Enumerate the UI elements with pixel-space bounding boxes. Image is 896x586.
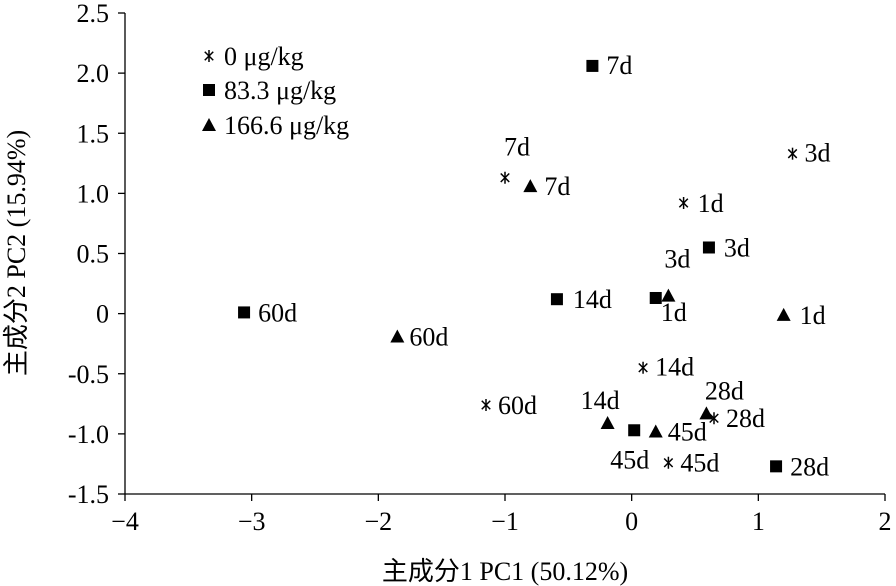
y-axis-title: 主成分2 PC2 (15.94%) <box>2 130 31 376</box>
asterisk-point <box>500 171 510 184</box>
data-points <box>238 59 798 473</box>
y-tick-label: 0.5 <box>77 240 110 269</box>
y-tick-label: 0 <box>96 300 109 329</box>
legend-label: 0 μg/kg <box>224 42 304 71</box>
triangle-point <box>699 406 714 420</box>
point-label: 28d <box>726 404 765 433</box>
legend-marker-square <box>203 84 215 96</box>
y-tick-label: 2.5 <box>77 0 110 28</box>
asterisk-point <box>638 361 648 374</box>
point-label: 14d <box>573 285 612 314</box>
point-label: 60d <box>409 322 448 351</box>
asterisk-point <box>663 456 674 469</box>
point-label: 3d <box>805 139 831 168</box>
triangle-point <box>600 416 615 430</box>
triangle-point <box>390 329 405 343</box>
asterisk-point <box>678 196 689 209</box>
legend-label: 166.6 μg/kg <box>224 111 349 140</box>
point-label: 1d <box>800 301 826 330</box>
triangle-point <box>648 424 663 438</box>
x-tick-label: −3 <box>238 507 266 536</box>
point-label: 7d <box>606 51 632 80</box>
x-tick-label: −4 <box>111 507 139 536</box>
square-point <box>649 291 662 304</box>
square-point <box>238 306 251 319</box>
x-tick-label: −2 <box>364 507 392 536</box>
x-tick-label: 1 <box>752 507 765 536</box>
legend: 0 μg/kg 83.3 μg/kg 166.6 μg/kg <box>202 42 349 140</box>
point-label: 60d <box>498 391 537 420</box>
x-tick-label: −1 <box>491 507 519 536</box>
point-label: 7d <box>544 172 570 201</box>
y-tick-label: 1.5 <box>77 119 110 148</box>
asterisk-point <box>481 399 491 412</box>
y-tick-label: 2.0 <box>77 59 110 88</box>
square-point <box>586 59 599 72</box>
point-label: 3d <box>664 245 690 274</box>
point-label: 28d <box>790 452 829 481</box>
triangle-point <box>661 288 676 302</box>
asterisk-point <box>787 147 798 160</box>
point-label: 1d <box>698 189 724 218</box>
square-point <box>550 293 563 306</box>
point-label: 45d <box>610 445 649 474</box>
point-label: 14d <box>655 353 694 382</box>
axis-ticks: −4 −3 −2 −1 0 1 2 2.5 2.0 1.5 1.0 0.5 0 -0.5 -1.0 -1.5 <box>68 0 892 536</box>
point-label: 28d <box>705 376 744 405</box>
square-point <box>702 241 715 254</box>
triangle-point <box>523 179 538 193</box>
point-label: 45d <box>680 449 719 478</box>
legend-marker-triangle <box>202 118 216 131</box>
point-label: 7d <box>504 133 530 162</box>
x-tick-label: 0 <box>625 507 638 536</box>
y-tick-label: 1.0 <box>77 179 110 208</box>
point-label: 60d <box>258 298 297 327</box>
legend-marker-asterisk <box>204 50 214 62</box>
point-label: 14d <box>581 386 620 415</box>
square-point <box>770 460 783 473</box>
y-tick-label: -0.5 <box>68 360 109 389</box>
point-label: 1d <box>661 298 687 327</box>
x-tick-label: 2 <box>879 507 892 536</box>
point-label: 45d <box>668 417 707 446</box>
point-label: 3d <box>724 233 750 262</box>
triangle-point <box>776 307 791 321</box>
y-tick-label: -1.0 <box>68 420 109 449</box>
y-tick-label: -1.5 <box>68 480 109 509</box>
legend-label: 83.3 μg/kg <box>224 76 336 105</box>
square-point <box>628 424 641 437</box>
x-axis-title: 主成分1 PC1 (50.12%) <box>382 557 628 586</box>
